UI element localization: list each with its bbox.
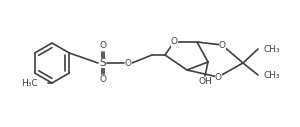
Text: CH₃: CH₃	[264, 70, 280, 80]
Text: O: O	[218, 41, 226, 50]
Text: O: O	[100, 42, 106, 51]
Text: O: O	[214, 73, 221, 82]
Text: OH: OH	[198, 77, 212, 86]
Text: O: O	[124, 59, 131, 67]
Text: O: O	[170, 37, 178, 46]
Text: CH₃: CH₃	[264, 44, 280, 53]
Text: S: S	[100, 58, 106, 68]
Text: O: O	[100, 75, 106, 84]
Text: H₃C: H₃C	[21, 78, 38, 88]
